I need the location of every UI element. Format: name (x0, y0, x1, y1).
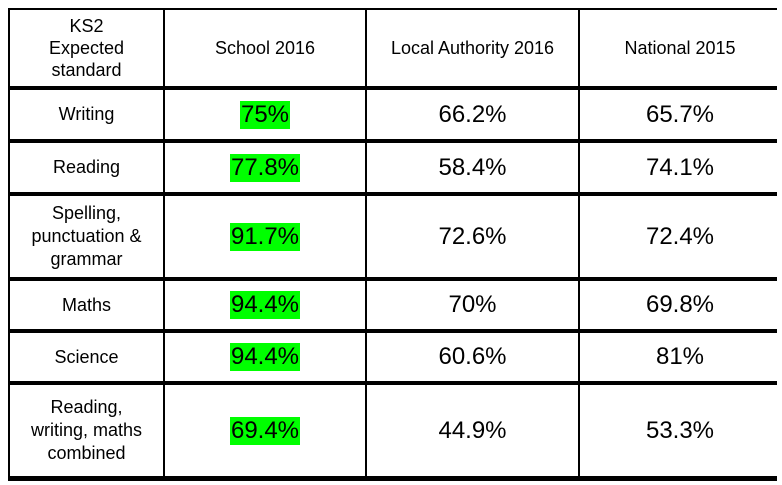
cell-la-combined: 44.9% (367, 385, 578, 476)
cell-school-science: 94.4% (165, 333, 365, 381)
cell-la-reading: 58.4% (367, 143, 578, 192)
cell-national-spag: 72.4% (580, 196, 780, 277)
school-value-highlight: 94.4% (229, 291, 301, 319)
row-label-science: Science (10, 333, 163, 381)
row-label-writing: Writing (10, 90, 163, 139)
cell-school-combined: 69.4% (165, 385, 365, 476)
cell-la-science: 60.6% (367, 333, 578, 381)
cell-school-reading: 77.8% (165, 143, 365, 192)
header-school-2016: School 2016 (165, 10, 365, 86)
header-national-2015: National 2015 (580, 10, 780, 86)
cell-national-maths: 69.8% (580, 281, 780, 329)
cell-la-spag: 72.6% (367, 196, 578, 277)
header-local-authority-2016: Local Authority 2016 (367, 10, 578, 86)
cell-la-maths: 70% (367, 281, 578, 329)
cell-school-spag: 91.7% (165, 196, 365, 277)
cell-national-writing: 65.7% (580, 90, 780, 139)
cell-national-combined: 53.3% (580, 385, 780, 476)
cell-la-writing: 66.2% (367, 90, 578, 139)
cell-national-reading: 74.1% (580, 143, 780, 192)
cell-school-writing: 75% (165, 90, 365, 139)
cell-school-maths: 94.4% (165, 281, 365, 329)
results-table: KS2 Expected standard School 2016 Local … (8, 8, 780, 481)
school-value-highlight: 75% (239, 100, 291, 129)
school-value-highlight: 69.4% (229, 416, 301, 445)
header-ks2-expected-standard: KS2 Expected standard (10, 10, 163, 86)
row-label-maths: Maths (10, 281, 163, 329)
row-label-spag: Spelling, punctuation & grammar (10, 196, 163, 277)
school-value-highlight: 91.7% (229, 222, 301, 251)
school-value-highlight: 77.8% (229, 153, 301, 182)
row-label-combined: Reading, writing, maths combined (10, 385, 163, 476)
cell-national-science: 81% (580, 333, 780, 381)
row-label-reading: Reading (10, 143, 163, 192)
school-value-highlight: 94.4% (229, 343, 301, 371)
